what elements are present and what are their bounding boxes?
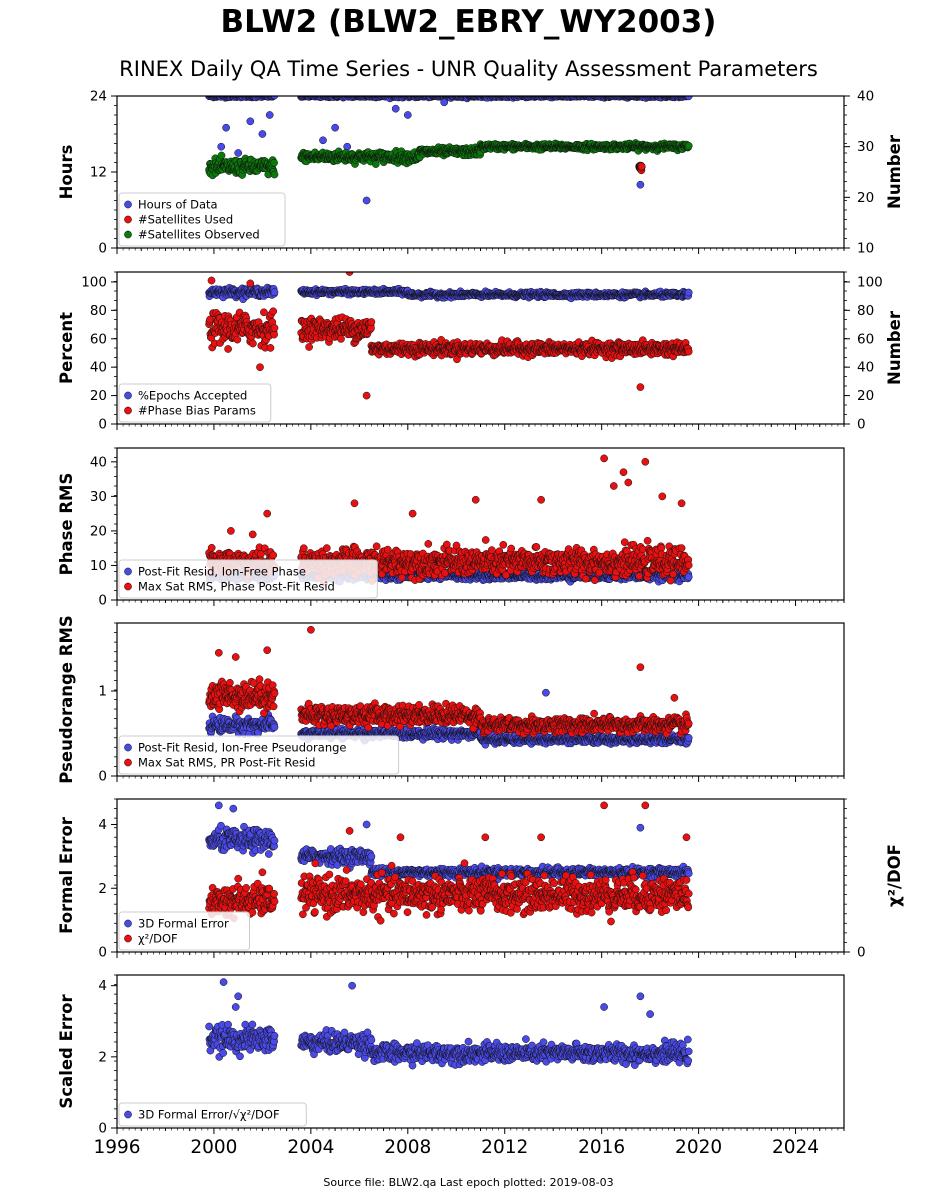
y-right-tick-label: 100 bbox=[857, 274, 883, 290]
y-tick-label: 80 bbox=[90, 303, 107, 319]
data-point bbox=[207, 276, 216, 285]
data-point bbox=[636, 180, 645, 189]
series-1-1 bbox=[205, 96, 693, 205]
series-1-3 bbox=[205, 139, 693, 180]
legend-marker bbox=[124, 230, 132, 239]
data-point bbox=[270, 96, 279, 100]
y-right-tick-label: 60 bbox=[857, 331, 874, 347]
legend: Hours of Data#Satellites Used#Satellites… bbox=[118, 192, 286, 247]
data-point bbox=[270, 288, 279, 297]
data-point bbox=[362, 391, 371, 400]
data-point bbox=[337, 335, 345, 343]
data-point bbox=[260, 308, 268, 317]
data-point bbox=[331, 123, 339, 132]
legend-box bbox=[118, 192, 286, 247]
data-point bbox=[270, 170, 279, 179]
data-point bbox=[403, 111, 412, 119]
data-point bbox=[217, 142, 226, 151]
y-tick-label: 12 bbox=[90, 165, 107, 181]
data-point bbox=[305, 343, 313, 351]
data-point bbox=[233, 335, 242, 344]
y-tick-label: 24 bbox=[90, 89, 107, 105]
legend-entry: #Satellites Observed bbox=[138, 228, 260, 242]
y-right-axis-label: Number bbox=[885, 310, 904, 385]
data-point bbox=[246, 117, 255, 126]
page-title: BLW2 (BLW2_EBRY_WY2003) bbox=[220, 4, 717, 40]
data-point bbox=[371, 160, 380, 168]
data-point bbox=[258, 130, 267, 138]
data-point bbox=[367, 318, 376, 326]
series-2-1 bbox=[205, 282, 693, 304]
panel-1-points bbox=[205, 96, 693, 205]
data-point bbox=[684, 141, 693, 150]
data-point bbox=[256, 363, 264, 372]
data-point bbox=[224, 345, 232, 353]
series-2-2 bbox=[205, 272, 693, 400]
data-point bbox=[391, 104, 400, 113]
y-tick-label: 60 bbox=[90, 331, 107, 347]
data-point bbox=[636, 383, 645, 391]
y-right-tick-label: 40 bbox=[857, 89, 874, 105]
y-right-tick-label: 20 bbox=[857, 190, 874, 206]
legend-marker bbox=[124, 406, 132, 415]
legend-entry: #Satellites Used bbox=[138, 213, 233, 227]
y-tick-label: 100 bbox=[81, 274, 107, 290]
y-right-tick-label: 40 bbox=[857, 360, 874, 376]
data-point bbox=[684, 347, 693, 356]
y-tick-label: 0 bbox=[98, 417, 107, 433]
data-point bbox=[249, 339, 257, 348]
panel-2-points bbox=[205, 272, 693, 400]
legend-entry: %Epochs Accepted bbox=[138, 389, 247, 403]
panel-2: 0 20 40 60 80 100 0 20 40 60 80 100 Percent Number %Ep… bbox=[57, 271, 904, 433]
data-point bbox=[440, 98, 449, 107]
y-tick-label: 0 bbox=[98, 241, 107, 257]
y-right-tick-label: 20 bbox=[857, 388, 874, 404]
data-point bbox=[222, 123, 230, 132]
y-axis-label: Hours bbox=[57, 144, 76, 199]
y-right-tick-label: 0 bbox=[857, 417, 866, 433]
data-point bbox=[270, 324, 279, 332]
data-point bbox=[265, 111, 274, 119]
data-point bbox=[270, 158, 278, 167]
y-tick-label: 20 bbox=[90, 388, 107, 404]
data-point bbox=[684, 288, 693, 297]
legend-marker bbox=[124, 215, 132, 224]
legend-entry: Hours of Data bbox=[138, 198, 218, 212]
y-tick-label: 40 bbox=[90, 360, 107, 376]
page-subtitle: RINEX Daily QA Time Series - UNR Quality… bbox=[119, 57, 818, 81]
legend-marker bbox=[124, 200, 132, 209]
y-right-tick-label: 30 bbox=[857, 139, 874, 155]
legend: %Epochs Accepted#Phase Bias Params bbox=[118, 383, 272, 423]
y-axis-label: Percent bbox=[57, 312, 76, 384]
data-point bbox=[234, 149, 243, 157]
data-point bbox=[362, 196, 371, 205]
data-point bbox=[266, 344, 275, 352]
data-point bbox=[270, 330, 278, 339]
data-point bbox=[246, 279, 255, 288]
legend-marker bbox=[124, 391, 132, 400]
data-point bbox=[637, 162, 646, 171]
data-point bbox=[269, 307, 278, 316]
y-right-axis-label: Number bbox=[885, 134, 904, 209]
data-point bbox=[319, 136, 327, 145]
y-right-tick-label: 10 bbox=[857, 241, 874, 257]
y-right-tick-label: 80 bbox=[857, 303, 874, 319]
series-1-2 bbox=[635, 161, 646, 175]
legend-entry: #Phase Bias Params bbox=[138, 404, 256, 418]
data-point bbox=[217, 151, 226, 160]
